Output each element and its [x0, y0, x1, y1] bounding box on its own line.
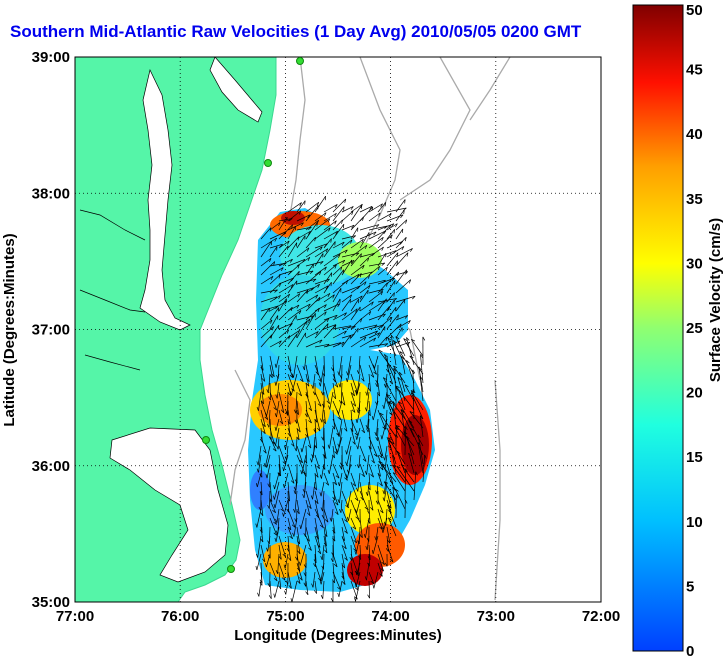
colorbar-label: Surface Velocity (cm/s): [707, 218, 724, 382]
x-tick-label: 72:00: [582, 608, 620, 625]
colorbar-tick-label: 10: [686, 514, 703, 531]
colorbar-tick-label: 0: [686, 643, 694, 659]
y-axis-ticks: 35:00 36:00 37:00 38:00 39:00: [32, 49, 70, 611]
colorbar-tick-label: 15: [686, 449, 703, 466]
grid-lines: [75, 57, 601, 602]
x-axis-ticks: 77:00 76:00 75:00 74:00 73:00 72:00: [56, 608, 620, 625]
colorbar: [632, 4, 684, 652]
x-tick-label: 74:00: [371, 608, 409, 625]
colorbar-tick-label: 25: [686, 320, 703, 337]
y-tick-label: 35:00: [32, 594, 70, 611]
colorbar-tick-label: 20: [686, 385, 703, 402]
colorbar-tick-label: 5: [686, 578, 694, 595]
x-axis-label: Longitude (Degrees:Minutes): [234, 627, 442, 644]
x-tick-label: 76:00: [161, 608, 199, 625]
vector-arrows: [255, 196, 427, 602]
bathymetry-contour: [229, 57, 511, 601]
radar-sites: [202, 57, 304, 573]
x-tick-label: 77:00: [56, 608, 94, 625]
y-tick-label: 36:00: [32, 458, 70, 475]
colorbar-tick-label: 45: [686, 62, 703, 79]
colorbar-tick-label: 50: [686, 2, 703, 19]
colorbar-tick-label: 40: [686, 126, 703, 143]
y-tick-label: 39:00: [32, 49, 70, 66]
y-axis-label: Latitude (Degrees:Minutes): [1, 233, 18, 426]
axes-frame: [74, 56, 602, 603]
river-channel: [79, 209, 146, 371]
y-tick-label: 38:00: [32, 185, 70, 202]
y-tick-label: 37:00: [32, 322, 70, 339]
chart-title: Southern Mid-Atlantic Raw Velocities (1 …: [10, 22, 582, 41]
delaware-bay: [209, 57, 263, 123]
x-tick-label: 75:00: [266, 608, 304, 625]
colorbar-tick-label: 35: [686, 191, 703, 208]
colorbar-tick-label: 30: [686, 255, 703, 272]
colorbar-ticks: 0 5 10 15 20 25 30 35 40 45 50: [686, 2, 703, 659]
x-tick-label: 73:00: [477, 608, 515, 625]
